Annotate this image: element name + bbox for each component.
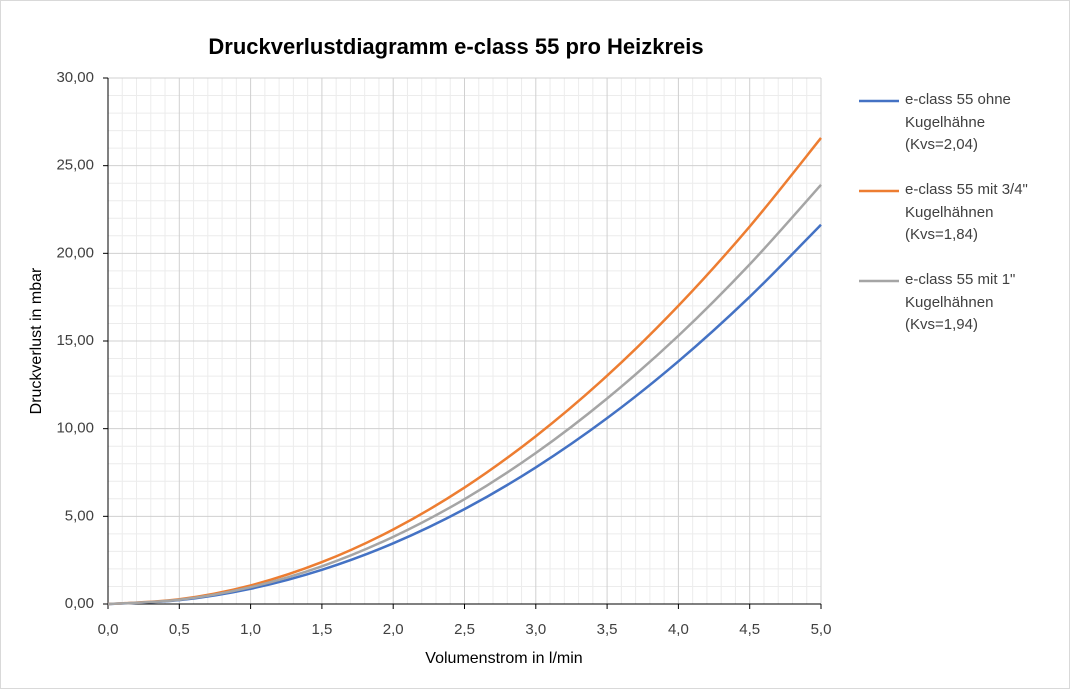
legend-label: e-class 55 ohne Kugelhähne (Kvs=2,04): [905, 91, 1011, 153]
series-line: [107, 223, 822, 606]
x-tick-label: 5,0: [811, 621, 832, 638]
y-tick-label: 25,00: [56, 157, 94, 174]
series-line: [107, 183, 822, 606]
x-tick-label: 4,5: [739, 621, 760, 638]
x-tick-label: 2,5: [454, 621, 475, 638]
x-tick-label: 3,0: [525, 621, 546, 638]
y-tick-label: 30,00: [56, 69, 94, 86]
legend-label: e-class 55 mit 3/4" Kugelhähnen (Kvs=1,8…: [905, 181, 1028, 243]
y-axis-label: Druckverlust in mbar: [28, 267, 45, 414]
y-tick-label: 5,00: [65, 507, 94, 524]
x-tick-label: 0,5: [169, 621, 190, 638]
chart-title: Druckverlustdiagramm e-class 55 pro Heiz…: [208, 34, 703, 59]
x-tick-label: 0,0: [98, 621, 119, 638]
x-tick-label: 3,5: [597, 621, 618, 638]
x-axis-label: Volumenstrom in l/min: [425, 650, 582, 667]
x-tick-label: 1,0: [240, 621, 261, 638]
x-tick-label: 4,0: [668, 621, 689, 638]
legend-label: e-class 55 mit 1" Kugelhähnen (Kvs=1,94): [905, 271, 1016, 333]
y-tick-label: 10,00: [56, 420, 94, 437]
y-tick-label: 0,00: [65, 595, 94, 612]
series-line: [107, 137, 822, 606]
x-tick-label: 2,0: [383, 621, 404, 638]
y-tick-label: 15,00: [56, 332, 94, 349]
y-tick-label: 20,00: [56, 244, 94, 261]
x-tick-label: 1,5: [311, 621, 332, 638]
